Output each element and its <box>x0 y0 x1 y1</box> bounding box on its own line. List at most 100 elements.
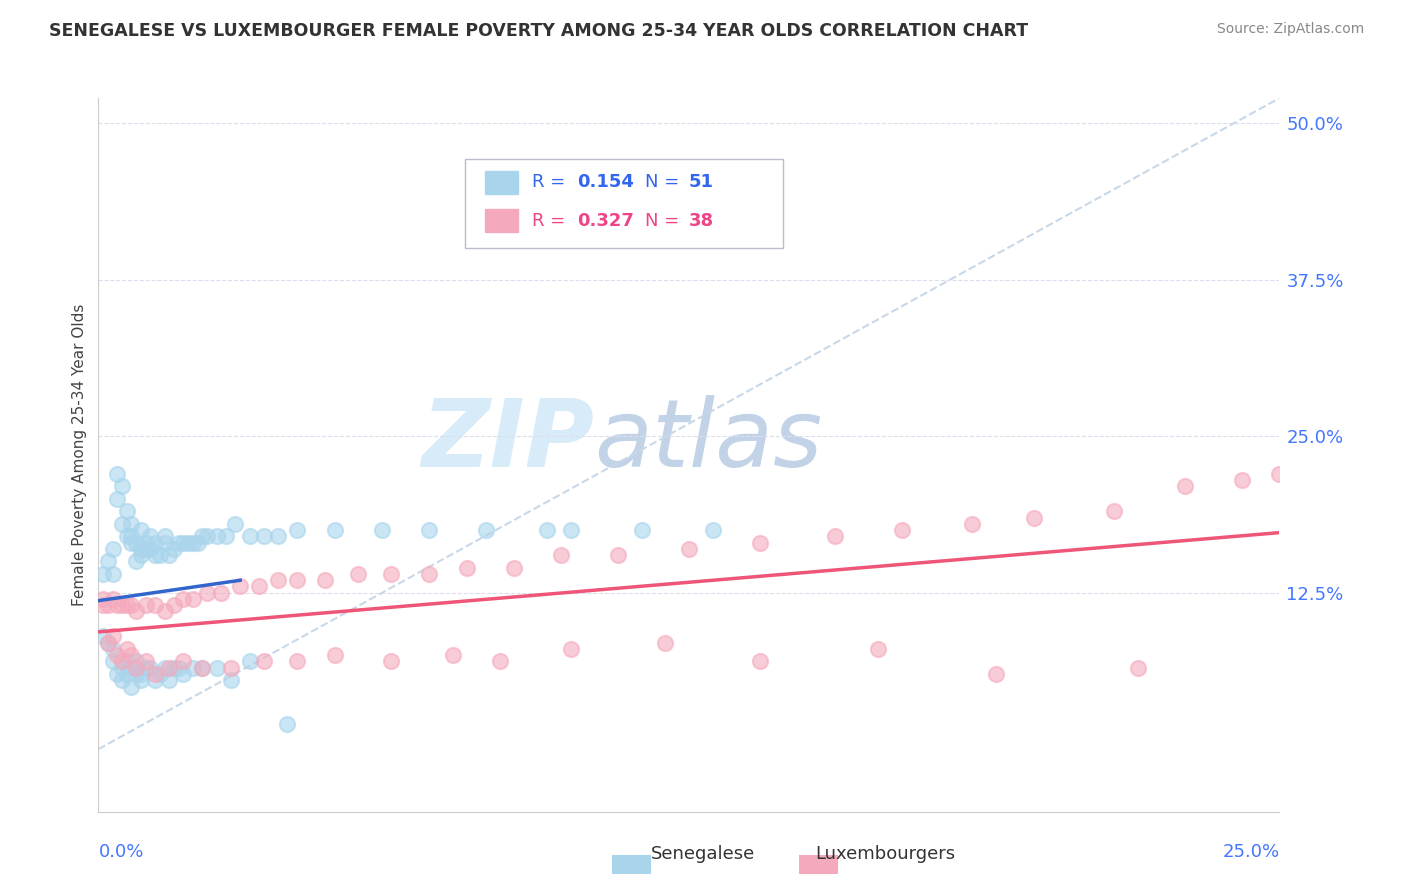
Point <box>105 467 128 481</box>
Point <box>153 529 176 543</box>
Point <box>1230 473 1253 487</box>
Point <box>205 529 228 543</box>
Point <box>129 548 152 562</box>
Point <box>101 642 124 657</box>
Point <box>101 591 124 606</box>
Point <box>149 667 172 681</box>
Text: 25.0%: 25.0% <box>1222 843 1279 861</box>
Point <box>191 661 214 675</box>
Point <box>157 548 180 562</box>
Point <box>121 661 143 675</box>
Point <box>101 655 124 669</box>
Text: 51: 51 <box>689 173 714 191</box>
Point <box>111 516 134 531</box>
Point <box>121 516 143 531</box>
Point <box>163 661 186 675</box>
Point <box>475 523 498 537</box>
Point <box>125 554 148 568</box>
Point <box>205 661 228 675</box>
Point <box>229 579 252 593</box>
Point <box>247 579 270 593</box>
Point <box>172 591 194 606</box>
Text: R =: R = <box>531 212 571 230</box>
Point <box>91 598 114 612</box>
Point <box>219 661 242 675</box>
Y-axis label: Female Poverty Among 25-34 Year Olds: Female Poverty Among 25-34 Year Olds <box>72 304 87 606</box>
Text: SENEGALESE VS LUXEMBOURGER FEMALE POVERTY AMONG 25-34 YEAR OLDS CORRELATION CHAR: SENEGALESE VS LUXEMBOURGER FEMALE POVERT… <box>49 22 1028 40</box>
Point <box>630 523 652 537</box>
Point <box>314 573 336 587</box>
Point <box>115 667 138 681</box>
Point <box>153 535 176 549</box>
Point <box>97 598 120 612</box>
Point <box>153 604 176 618</box>
Point <box>143 598 166 612</box>
Text: 0.154: 0.154 <box>576 173 634 191</box>
Point <box>105 598 128 612</box>
Point <box>125 535 148 549</box>
Point <box>139 529 162 543</box>
Point <box>323 648 346 663</box>
Point <box>135 661 157 675</box>
Point <box>129 541 152 556</box>
Point <box>101 541 124 556</box>
Point <box>418 566 440 581</box>
Text: 0.327: 0.327 <box>576 212 634 230</box>
Point <box>105 491 128 506</box>
Point <box>267 573 290 587</box>
Point <box>111 655 134 669</box>
Point <box>191 661 214 675</box>
Point <box>111 598 134 612</box>
Point <box>371 523 394 537</box>
Text: 0.0%: 0.0% <box>98 843 143 861</box>
Point <box>267 529 290 543</box>
Point <box>253 529 276 543</box>
Point <box>181 591 204 606</box>
Point <box>219 673 242 688</box>
Point <box>163 541 186 556</box>
Point <box>97 636 120 650</box>
Point <box>97 554 120 568</box>
Point <box>962 516 984 531</box>
Point <box>489 655 512 669</box>
Point <box>157 661 180 675</box>
Point <box>143 535 166 549</box>
Point <box>866 642 889 657</box>
Point <box>105 648 128 663</box>
Point <box>125 604 148 618</box>
Point <box>121 648 143 663</box>
Point <box>550 548 572 562</box>
Point <box>456 560 478 574</box>
Point <box>91 566 114 581</box>
Point <box>323 523 346 537</box>
Point <box>380 566 402 581</box>
Point <box>347 566 370 581</box>
Text: Luxembourgers: Luxembourgers <box>815 846 956 863</box>
Point <box>121 529 143 543</box>
Point <box>129 673 152 688</box>
Point <box>111 479 134 493</box>
Point <box>253 655 276 669</box>
Point <box>91 591 114 606</box>
Point <box>191 529 214 543</box>
Point <box>418 523 440 537</box>
Point <box>172 667 194 681</box>
Point <box>97 636 120 650</box>
Point <box>536 523 558 537</box>
Point <box>380 655 402 669</box>
Text: ZIP: ZIP <box>422 394 595 487</box>
Point <box>890 523 912 537</box>
Point <box>135 598 157 612</box>
Point <box>135 655 157 669</box>
Text: 38: 38 <box>689 212 714 230</box>
Point <box>115 598 138 612</box>
Point <box>702 523 724 537</box>
Point <box>285 573 308 587</box>
Point <box>149 548 172 562</box>
Point <box>560 642 582 657</box>
Point <box>1102 504 1125 518</box>
Point <box>503 560 526 574</box>
Point <box>91 630 114 644</box>
Point <box>143 667 166 681</box>
Point <box>285 655 308 669</box>
